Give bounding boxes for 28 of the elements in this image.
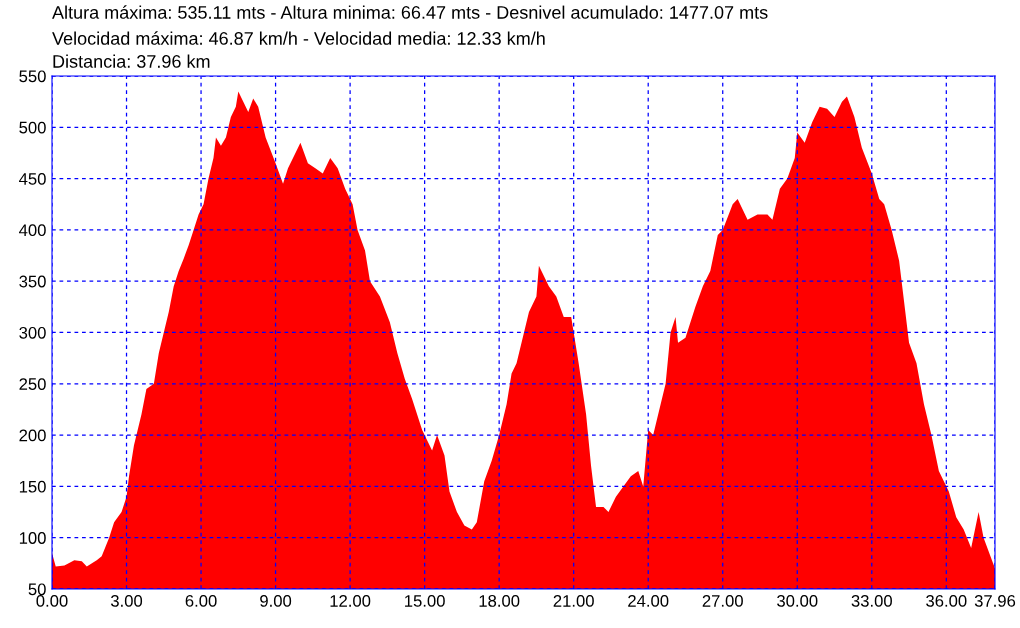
x-tick-label: 18.00 <box>479 595 520 607</box>
x-tick-label: 33.00 <box>851 595 892 607</box>
y-tick-label: 300 <box>19 326 46 339</box>
x-tick-label: 21.00 <box>553 595 594 607</box>
x-tick-label: 30.00 <box>777 595 818 607</box>
y-tick-label: 500 <box>19 121 46 134</box>
x-tick-label: 36.00 <box>926 595 967 607</box>
y-tick-label: 400 <box>19 224 46 237</box>
y-tick-label: 450 <box>19 173 46 185</box>
x-tick-label: 12.00 <box>330 595 371 607</box>
text: Distancia: 37.96 km <box>53 54 210 68</box>
x-tick-label: 3.00 <box>110 595 143 607</box>
y-tick-label: 150 <box>19 480 46 493</box>
x-tick-label: 9.00 <box>260 595 292 607</box>
chart-subtitle: Velocidad máxima: 46.87 km/h - Velocidad media: 12.33 km/h <box>52 31 545 45</box>
chart-title: Altura máxima: 535.11 mts - Altura minima: 66.47 mts - Desnivel acumulado: 1477.07 mts <box>52 5 768 19</box>
x-tick-label: 37.96 <box>974 595 1016 607</box>
x-tick-label: 15.00 <box>405 595 445 607</box>
x-tick-label: 0.00 <box>36 595 68 607</box>
y-tick-label: 550 <box>19 70 46 83</box>
y-tick-label: 100 <box>19 532 46 544</box>
y-tick-label: 200 <box>19 429 46 442</box>
y-tick-label: 350 <box>19 275 46 288</box>
x-tick-label: 24.00 <box>628 595 669 607</box>
x-tick-label: 6.00 <box>185 595 217 607</box>
x-tick-label: 27.00 <box>702 595 743 607</box>
y-tick-label: 250 <box>19 378 46 390</box>
y-tick-label: 50 <box>28 583 46 596</box>
